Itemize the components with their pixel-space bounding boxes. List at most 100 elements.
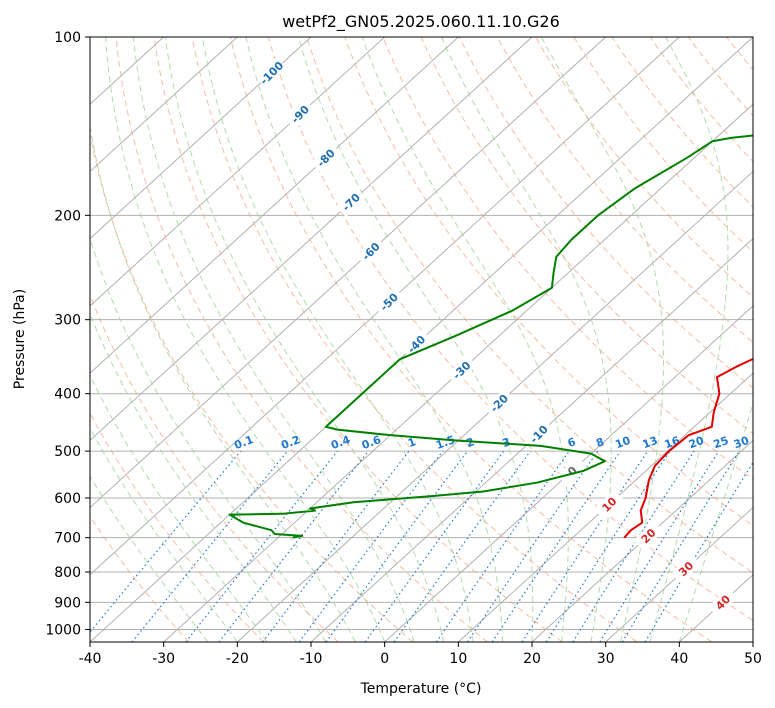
isotherm-label-background	[401, 329, 432, 360]
dry-adiabat-line	[90, 293, 339, 642]
isotherm-label-background	[557, 456, 588, 486]
isotherm-line	[458, 372, 753, 642]
isotherm-line	[90, 37, 238, 173]
x-axis-tick-label: -30	[152, 651, 175, 667]
moist-adiabat-line	[90, 475, 209, 642]
mixing-ratio-line	[572, 450, 695, 642]
dry-adiabat-line	[115, 37, 488, 642]
isotherm-line	[310, 238, 753, 642]
moist-adiabat-line	[164, 37, 445, 642]
isotherm-line	[90, 37, 312, 240]
mixing-ratio-label: 2	[464, 435, 476, 450]
isotherm-label-background	[523, 419, 554, 449]
isotherm-line	[605, 506, 753, 642]
moist-adiabat-line	[245, 37, 504, 642]
mixing-ratio-label: 3	[501, 435, 513, 450]
y-axis-tick-label: 200	[54, 208, 81, 224]
isotherm-label-background	[256, 58, 287, 88]
mixing-ratio-label: 0.1	[233, 433, 256, 452]
moist-adiabat-line	[678, 401, 753, 642]
mixing-ratio-line	[599, 450, 720, 642]
moist-adiabat-line	[297, 37, 534, 642]
isotherm-label-background	[336, 187, 366, 217]
mixing-ratio-label: 20	[687, 434, 706, 452]
moist-adiabat-line	[441, 37, 612, 642]
temperature-profile-line	[623, 357, 753, 539]
dry-adiabat-line	[306, 37, 753, 574]
mixing-ratio-line	[621, 450, 740, 642]
mixing-ratio-label: 30	[732, 434, 751, 452]
mixing-ratio-label: 10	[613, 434, 632, 452]
mixing-ratio-label: 0.2	[279, 433, 302, 452]
isotherm-line	[90, 37, 385, 307]
isotherm-label-background	[484, 388, 514, 419]
moist-adiabat-line	[649, 37, 729, 642]
isotherm-line	[237, 170, 753, 642]
x-axis-tick-label: 20	[523, 651, 541, 667]
isotherm-label-background	[671, 553, 701, 584]
mixing-ratio-line	[185, 450, 339, 642]
plot-frame	[89, 36, 754, 643]
mixing-ratio-line	[364, 450, 505, 642]
mixing-ratio-label: 8	[594, 435, 606, 450]
mixing-ratio-label: 25	[712, 434, 731, 451]
moist-adiabat-line	[540, 37, 665, 642]
mixing-ratio-label: 1.5	[434, 433, 457, 452]
x-axis-tick-label: -40	[79, 651, 102, 667]
y-axis-title: Pressure (hPa)	[12, 289, 28, 389]
moist-adiabat-line	[201, 37, 474, 642]
moist-adiabat-line	[90, 123, 356, 642]
mixing-ratio-line	[435, 450, 570, 642]
dry-adiabat-line	[458, 37, 753, 389]
mixing-ratio-label: 1	[406, 435, 418, 450]
x-axis-tick-label: 0	[380, 651, 389, 667]
moist-adiabat-line	[90, 427, 238, 642]
y-axis-tick-label: 1000	[45, 622, 81, 638]
moist-adiabat-line	[90, 374, 268, 642]
mixing-ratio-label: 13	[641, 434, 660, 451]
isotherm-line	[384, 305, 753, 642]
mixing-ratio-line	[90, 450, 242, 634]
isotherm-label-background	[594, 489, 625, 520]
mixing-ratio-label: 0.4	[329, 433, 352, 452]
y-axis-tick-label: 500	[54, 444, 81, 460]
mixing-ratio-line	[521, 450, 649, 642]
y-axis-tick-label: 400	[54, 387, 81, 403]
moist-adiabat-line	[132, 37, 415, 642]
mixing-ratio-line	[131, 450, 289, 642]
mixing-ratio-label: 16	[663, 434, 682, 452]
isotherm-label-background	[707, 587, 738, 618]
moist-adiabat-line	[361, 37, 569, 642]
x-axis-tick-label: -20	[226, 651, 249, 667]
y-axis-tick-label: 100	[54, 30, 81, 46]
axes: -40 -30 -20 -10 0 10 20 30 40 5010020030040050060…	[45, 30, 762, 667]
isotherm-line	[90, 37, 606, 509]
mixing-ratio-label: 0.6	[360, 433, 383, 452]
mixing-ratio-line	[325, 450, 469, 642]
mixing-ratio-line	[298, 450, 444, 642]
dry-adiabat-line	[153, 37, 563, 642]
mixing-ratio-line	[644, 461, 753, 642]
x-axis-tick-label: -10	[300, 651, 323, 667]
x-axis-tick-label: 30	[597, 651, 615, 667]
isotherm-line	[90, 37, 680, 576]
dry-adiabat-line	[191, 37, 638, 642]
isotherm-label-background	[285, 99, 315, 130]
isotherm-label-background	[374, 287, 404, 317]
dry-adiabat-line	[496, 37, 753, 344]
y-axis-tick-label: 900	[54, 595, 81, 611]
dewpoint-profile-line	[228, 134, 753, 539]
dry-adiabat-line	[90, 412, 264, 642]
y-axis-tick-label: 300	[54, 313, 81, 329]
dry-adiabat-line	[382, 37, 753, 481]
isotherm-label-background	[355, 236, 386, 267]
dry-adiabat-line	[573, 37, 753, 253]
x-axis-tick-label: 10	[449, 651, 467, 667]
moist-adiabat-line	[104, 37, 386, 642]
chart-title: wetPf2_GN05.2025.060.11.10.G26	[282, 12, 560, 32]
dry-adiabat-line	[420, 37, 753, 435]
isotherm-label-background	[633, 520, 664, 551]
plot-area: 0.10.20.40.611.52346810131620253036-100-…	[90, 37, 753, 642]
isotherm-line	[163, 103, 753, 642]
